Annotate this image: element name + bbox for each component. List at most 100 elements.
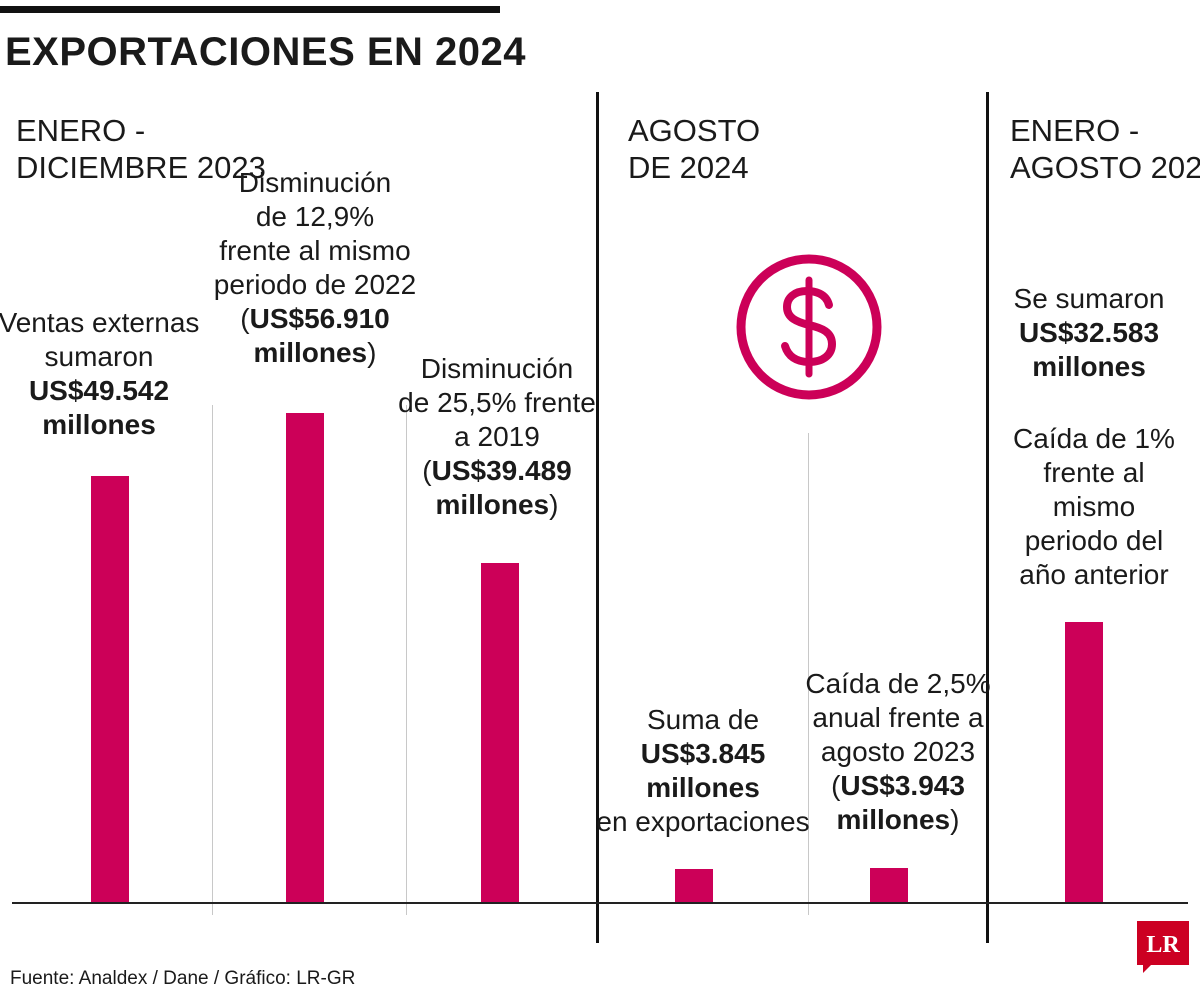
- annotation-text: periodo de 2022: [213, 269, 417, 300]
- section-label-jan-aug-2024: ENERO - AGOSTO 2024: [1010, 112, 1200, 186]
- annotation-bold: millones: [42, 409, 156, 440]
- section-label-line: AGOSTO: [628, 113, 761, 148]
- section-label-line: DICIEMBRE 2023: [16, 150, 266, 185]
- annotation-text: Disminución: [420, 353, 574, 384]
- annotation-line: Se sumaron: [1014, 282, 1165, 316]
- bar-5: [870, 868, 908, 902]
- annotation-text: Disminución: [238, 167, 392, 198]
- annotation-line: millones: [0, 408, 199, 442]
- annotation-text: ): [367, 337, 377, 368]
- annotation-line: periodo del: [1013, 524, 1175, 558]
- annotation-line: a 2019: [398, 420, 596, 454]
- annotation-text: Caída de 1%: [1013, 423, 1175, 454]
- bar-divider: [212, 405, 213, 915]
- annotation-line: Caída de 1%: [1013, 422, 1175, 456]
- annotation-text: agosto 2023: [820, 736, 976, 767]
- annotation-line: en exportaciones: [596, 805, 809, 839]
- annotation-text: mismo: [1052, 491, 1136, 522]
- annotation-aug-2024: Suma de US$3.845 millones en exportaciones: [596, 703, 809, 839]
- annotation-text: (: [831, 770, 841, 801]
- annotation-line: periodo de 2022: [214, 268, 416, 302]
- annotation-text: a 2019: [454, 421, 540, 452]
- chart-title: EXPORTACIONES EN 2024: [5, 30, 527, 74]
- annotation-text: periodo del: [1024, 525, 1164, 556]
- section-label-aug-2024: AGOSTO DE 2024: [628, 112, 760, 186]
- annotation-line: de 25,5% frente: [398, 386, 596, 420]
- annotation-line: de 12,9%: [214, 200, 416, 234]
- annotation-bold: US$3.943: [840, 770, 965, 801]
- section-label-line: AGOSTO 2024: [1010, 150, 1200, 185]
- annotation-text: en exportaciones: [596, 806, 810, 837]
- annotation-text: Suma de: [646, 704, 760, 735]
- annotation-line: (US$39.489: [398, 454, 596, 488]
- section-divider: [986, 92, 989, 943]
- annotation-line: Ventas externas: [0, 306, 199, 340]
- annotation-line: agosto 2023: [805, 735, 990, 769]
- annotation-bold: US$32.583: [1018, 317, 1160, 348]
- title-rule: [0, 6, 500, 13]
- annotation-jan-aug-2024: Se sumaron US$32.583 millones: [1014, 282, 1165, 384]
- annotation-text: de 12,9%: [255, 201, 375, 232]
- lr-logo: LR: [1137, 921, 1189, 973]
- annotation-line: millones: [596, 771, 809, 805]
- annotation-text: (: [422, 455, 432, 486]
- bar-divider: [406, 405, 407, 915]
- annotation-2023: Ventas externas sumaron US$49.542 millones: [0, 306, 199, 442]
- svg-text:LR: LR: [1146, 932, 1180, 958]
- section-label-2023: ENERO - DICIEMBRE 2023: [16, 112, 266, 186]
- annotation-2022: Disminución de 12,9% frente al mismo period…: [214, 166, 416, 370]
- annotation-bold: millones: [1032, 351, 1146, 382]
- annotation-2019: Disminución de 25,5% frente a 2019 (US$39.4…: [398, 352, 596, 522]
- annotation-line: US$3.845: [596, 737, 809, 771]
- annotation-text: de 25,5% frente: [398, 387, 596, 418]
- annotation-line: millones): [805, 803, 990, 837]
- section-divider: [596, 92, 599, 943]
- annotation-line: Caída de 2,5%: [805, 667, 990, 701]
- annotation-line: frente al: [1013, 456, 1175, 490]
- annotation-text: anual frente a: [812, 702, 984, 733]
- section-label-line: ENERO -: [16, 113, 146, 148]
- annotation-text: año anterior: [1019, 559, 1169, 590]
- annotation-line: US$32.583: [1014, 316, 1165, 350]
- annotation-text: frente al mismo: [219, 235, 411, 266]
- annotation-bold: millones: [646, 772, 760, 803]
- source-note: Fuente: Analdex / Dane / Gráfico: LR-GR: [10, 968, 356, 989]
- bar-divider: [808, 433, 809, 915]
- annotation-line: Disminución: [214, 166, 416, 200]
- annotation-line: Suma de: [596, 703, 809, 737]
- annotation-bold: millones: [435, 489, 550, 520]
- annotation-line: millones): [398, 488, 596, 522]
- annotation-text: ): [549, 489, 559, 520]
- section-label-line: DE 2024: [628, 150, 749, 185]
- bar-3: [481, 563, 519, 902]
- bar-4: [675, 869, 713, 902]
- bar-1: [91, 476, 129, 902]
- annotation-line: mismo: [1013, 490, 1175, 524]
- annotation-text: Ventas externas: [0, 307, 200, 338]
- section-label-line: ENERO -: [1010, 113, 1140, 148]
- annotation-bold: US$3.845: [640, 738, 766, 769]
- annotation-aug-2023: Caída de 2,5% anual frente a agosto 2023 (U…: [805, 667, 990, 837]
- annotation-text: Caída de 2,5%: [805, 668, 991, 699]
- annotation-line: Disminución: [398, 352, 596, 386]
- annotation-line: (US$3.943: [805, 769, 990, 803]
- annotation-line: sumaron: [0, 340, 199, 374]
- annotation-text: sumaron: [44, 341, 154, 372]
- bar-2: [286, 413, 324, 902]
- annotation-bold: US$49.542: [28, 375, 170, 406]
- annotation-line: año anterior: [1013, 558, 1175, 592]
- annotation-bold: US$56.910: [249, 303, 390, 334]
- annotation-text: Se sumaron: [1013, 283, 1165, 314]
- annotation-line: (US$56.910: [214, 302, 416, 336]
- annotation-text: frente al: [1043, 457, 1145, 488]
- annotation-line: millones: [1014, 350, 1165, 384]
- annotation-line: anual frente a: [805, 701, 990, 735]
- annotation-bold: millones: [253, 337, 368, 368]
- annotation-text: (: [240, 303, 250, 334]
- annotation-text: ): [950, 804, 960, 835]
- annotation-line: millones): [214, 336, 416, 370]
- x-axis-baseline: [12, 902, 1188, 904]
- bar-6: [1065, 622, 1103, 902]
- annotation-line: US$49.542: [0, 374, 199, 408]
- annotation-bold: US$39.489: [431, 455, 572, 486]
